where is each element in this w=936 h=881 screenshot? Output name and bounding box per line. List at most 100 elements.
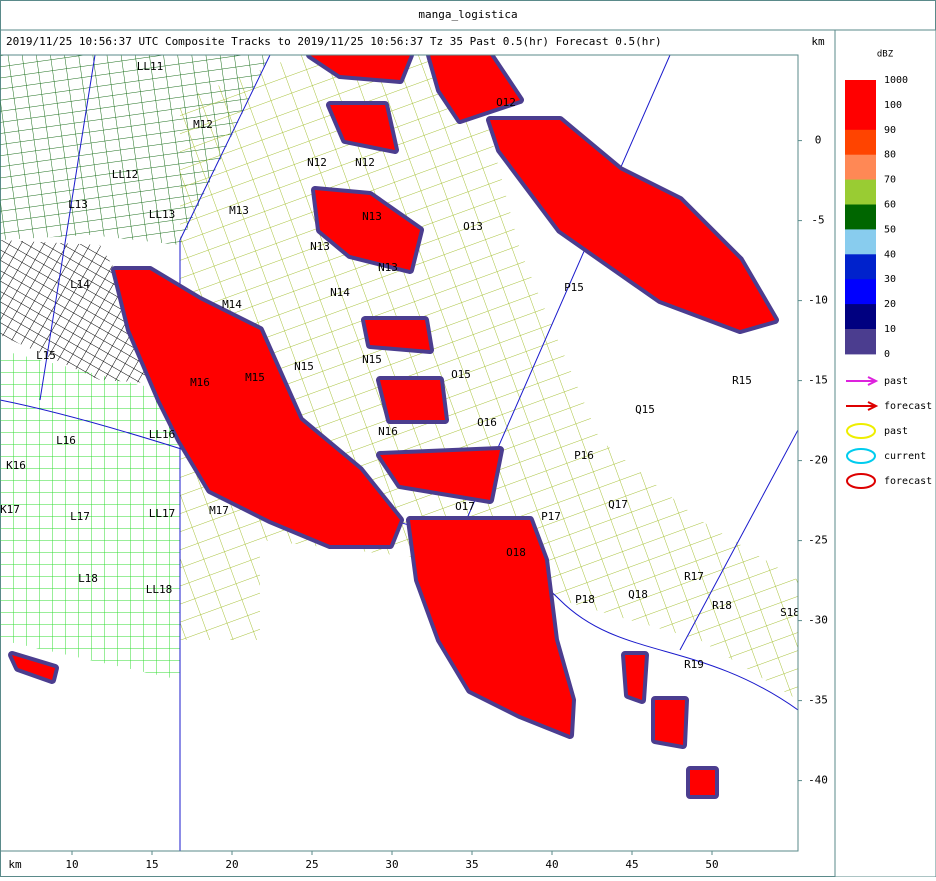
x-unit: km [8, 858, 22, 871]
map-label: N15 [294, 360, 314, 373]
y-tick-label: -15 [808, 374, 828, 387]
map-label: O18 [506, 546, 526, 559]
legend-title: dBZ [877, 50, 894, 60]
header: 2019/11/25 10:56:37 UTC Composite Tracks… [6, 35, 662, 48]
map-label: K16 [6, 459, 26, 472]
map-label: L16 [56, 434, 76, 447]
window-title: manga_logistica [418, 8, 517, 21]
echo [406, 516, 576, 739]
map-label: P16 [574, 449, 594, 462]
y-unit: km [811, 35, 825, 48]
echo [426, 55, 524, 124]
map-label: R17 [684, 570, 704, 583]
map-label: R19 [684, 658, 704, 671]
map-label: LL17 [149, 507, 176, 520]
x-tick-label: 45 [625, 858, 638, 871]
axes: 10 15 20 25 30 35 40 45 50 0 -5 -10 -15 -20 -25 -30 -35 -… [65, 134, 828, 871]
legend-label: past [884, 376, 908, 387]
scale-label: 20 [884, 299, 896, 310]
x-tick-label: 15 [145, 858, 158, 871]
scale-swatch [845, 304, 876, 330]
map-label: N12 [307, 156, 327, 169]
map-label: O15 [451, 368, 471, 381]
scale-label: 60 [884, 200, 896, 211]
legend-arrowhead [867, 376, 879, 386]
scale-swatch [845, 179, 876, 205]
map-label: P17 [541, 510, 561, 523]
map-label: Q15 [635, 403, 655, 416]
scale-label: 40 [884, 249, 896, 260]
map-label: M12 [193, 118, 213, 131]
echo [486, 116, 779, 334]
map-label: O13 [463, 220, 483, 233]
scale-label: 0 [884, 349, 890, 360]
map-label: M14 [222, 298, 242, 311]
map-label: S18 [780, 606, 800, 619]
legend-label: past [884, 426, 908, 437]
x-tick-label: 35 [465, 858, 478, 871]
map-label: M16 [190, 376, 210, 389]
map-label: L18 [78, 572, 98, 585]
x-tick-label: 40 [545, 858, 558, 871]
map-label: O12 [496, 96, 516, 109]
map-label: N13 [378, 261, 398, 274]
map-label: N14 [330, 286, 350, 299]
scale-swatch [845, 254, 876, 280]
legend-ellipse [846, 448, 876, 464]
echo [376, 376, 449, 424]
scale-label: 30 [884, 274, 896, 285]
echo [686, 766, 719, 799]
echo [361, 316, 434, 354]
map-label: N12 [355, 156, 375, 169]
echo [651, 696, 689, 749]
district [0, 350, 180, 680]
y-tick-label: -40 [808, 774, 828, 787]
legend-label: forecast [884, 401, 932, 412]
scale-label: 70 [884, 175, 896, 186]
map-label: LL12 [112, 168, 139, 181]
echo [376, 446, 504, 504]
map-label: LL16 [149, 428, 176, 441]
map-label: LL11 [137, 60, 164, 73]
map-label: Q18 [628, 588, 648, 601]
scale-swatch [845, 80, 876, 106]
map-label: L17 [70, 510, 90, 523]
radar-echoes [8, 55, 779, 799]
scale-label: 50 [884, 224, 896, 235]
map: LL11 M12 N12 N12 O12 LL12 L13 M13 LL13 N13 N13 O13 N… [0, 55, 800, 851]
legend-ellipse [846, 423, 876, 439]
map-label: M13 [229, 204, 249, 217]
scale-label: 100 [884, 100, 902, 111]
echo [311, 186, 424, 274]
legend-ellipse [846, 473, 876, 489]
scale-swatch [845, 279, 876, 305]
legend-arrowhead [867, 401, 879, 411]
map-label: LL18 [146, 583, 173, 596]
map-label: P15 [564, 281, 584, 294]
echo [621, 651, 649, 704]
echo [8, 651, 59, 684]
legend-label: forecast [884, 476, 932, 487]
map-label: R18 [712, 599, 732, 612]
x-tick-label: 20 [225, 858, 238, 871]
map-label: Q17 [608, 498, 628, 511]
map-label: N16 [378, 425, 398, 438]
map-label: N13 [310, 240, 330, 253]
echo [326, 101, 399, 154]
scale-swatch [845, 129, 876, 156]
scale-swatch [845, 204, 876, 230]
y-tick-label: -35 [808, 694, 828, 707]
echo [306, 55, 414, 84]
map-label: M15 [245, 371, 265, 384]
legend: dBZ10001009080706050403020100pastforecas… [845, 50, 932, 489]
echo [111, 266, 404, 549]
scale-label: 1000 [884, 75, 908, 86]
map-label: M17 [209, 504, 229, 517]
map-label: P18 [575, 593, 595, 606]
y-tick-label: -25 [808, 534, 828, 547]
legend-label: current [884, 451, 926, 462]
x-tick-label: 30 [385, 858, 398, 871]
plot-border [0, 54, 799, 852]
map-label: N13 [362, 210, 382, 223]
